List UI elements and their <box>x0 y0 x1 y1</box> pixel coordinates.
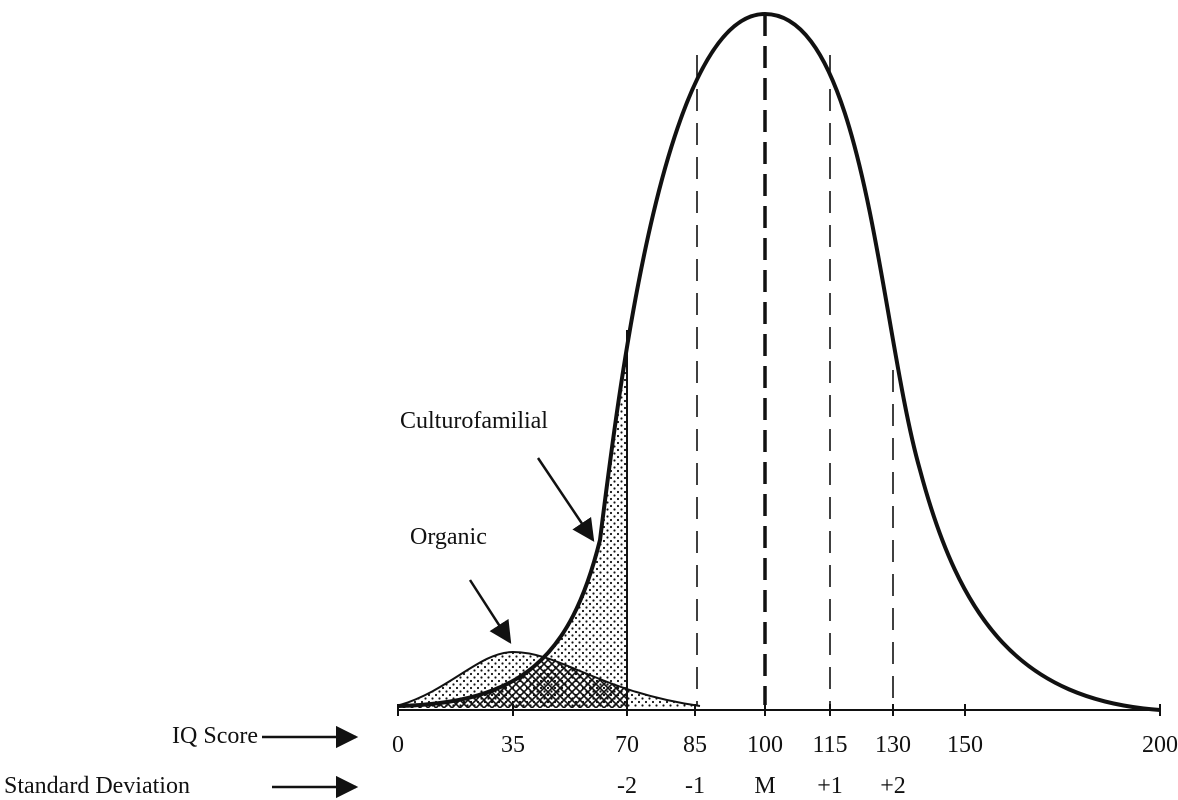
main-curve <box>397 11 1161 712</box>
iq-tick-label: 115 <box>812 732 847 758</box>
culturofamilial-label: Culturofamilial <box>400 408 548 434</box>
sd-tick-label: M <box>754 773 775 799</box>
sd-tick-label: -2 <box>617 773 637 799</box>
iq-tick-label: 85 <box>683 732 707 758</box>
iq-tick-label: 100 <box>747 732 783 758</box>
iq-tick-label: 70 <box>615 732 639 758</box>
iq-label: IQ Score <box>172 723 258 749</box>
arrow <box>536 457 595 542</box>
organic-curve <box>399 650 701 707</box>
sd-label: Standard Deviation <box>4 773 190 799</box>
sd-tick-label: +1 <box>817 773 843 799</box>
arrow <box>468 579 512 644</box>
iq-tick-label: 0 <box>392 732 404 758</box>
sd-lines <box>696 14 894 705</box>
iq-tick-label: 200 <box>1142 732 1178 758</box>
sd-tick-label: -1 <box>685 773 705 799</box>
iq-tick-label: 35 <box>501 732 525 758</box>
organic-label: Organic <box>410 524 487 550</box>
iq-tick-label: 130 <box>875 732 911 758</box>
culturofamilial-area <box>398 347 627 708</box>
iq-tick-label: 150 <box>947 732 983 758</box>
sd-tick-label: +2 <box>880 773 906 799</box>
